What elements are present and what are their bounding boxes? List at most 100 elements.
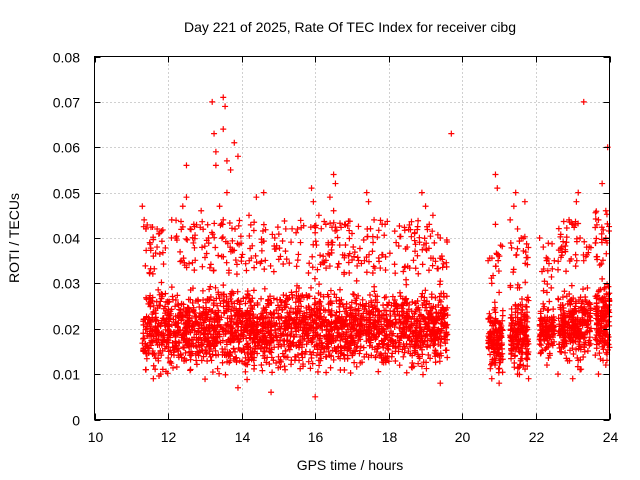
data-point: [233, 261, 240, 268]
data-point: [491, 299, 498, 306]
data-point: [411, 237, 418, 244]
data-point: [234, 298, 241, 305]
data-point: [347, 369, 354, 376]
data-point: [306, 260, 313, 267]
data-point: [355, 292, 362, 299]
data-point: [186, 348, 193, 355]
data-point: [392, 357, 399, 364]
x-tick-label: 12: [161, 429, 177, 445]
data-point: [258, 295, 265, 302]
data-point: [150, 236, 157, 243]
data-point: [222, 371, 229, 378]
data-point: [232, 257, 239, 264]
data-point: [251, 219, 258, 226]
data-point: [157, 323, 164, 330]
data-point: [339, 301, 346, 308]
data-point: [247, 221, 254, 228]
data-point: [315, 290, 322, 297]
data-point: [242, 260, 249, 267]
data-point: [224, 327, 231, 334]
data-point: [370, 308, 377, 315]
data-point: [314, 368, 321, 375]
data-point: [195, 335, 202, 342]
data-point: [377, 265, 384, 272]
data-point: [353, 277, 360, 284]
data-point: [310, 198, 317, 205]
data-point: [406, 301, 413, 308]
data-point: [396, 222, 403, 229]
data-point: [290, 339, 297, 346]
data-point: [232, 226, 239, 233]
data-point: [239, 320, 246, 327]
data-point: [190, 322, 197, 329]
data-point: [320, 253, 327, 260]
data-point: [203, 306, 210, 313]
data-point: [267, 262, 274, 269]
data-point: [289, 225, 296, 232]
data-point: [279, 237, 286, 244]
data-point: [392, 270, 399, 277]
data-point: [330, 356, 337, 363]
data-point: [170, 364, 177, 371]
data-point: [282, 248, 289, 255]
data-point: [261, 285, 268, 292]
data-point: [352, 348, 359, 355]
data-point: [206, 264, 213, 271]
data-point: [551, 257, 558, 264]
data-point: [595, 371, 602, 378]
data-point: [236, 357, 243, 364]
y-tick-label: 0.05: [53, 186, 80, 202]
data-point: [316, 362, 323, 369]
data-point: [203, 250, 210, 257]
data-point: [231, 348, 238, 355]
data-point: [193, 361, 200, 368]
data-point: [370, 239, 377, 246]
data-point: [149, 347, 156, 354]
grid: [94, 56, 610, 420]
data-point: [440, 260, 447, 267]
data-point: [314, 266, 321, 273]
data-point: [356, 350, 363, 357]
data-point: [279, 307, 286, 314]
data-point: [173, 363, 180, 370]
data-point: [377, 217, 384, 224]
data-point: [143, 355, 150, 362]
data-point: [371, 216, 378, 223]
data-point: [153, 317, 160, 324]
data-point: [418, 293, 425, 300]
data-point: [152, 307, 159, 314]
data-point: [212, 148, 219, 155]
data-point: [258, 258, 265, 265]
data-point: [242, 313, 249, 320]
data-point: [331, 324, 338, 331]
data-point: [423, 365, 430, 372]
data-point: [177, 258, 184, 265]
data-point: [359, 296, 366, 303]
data-point: [328, 246, 335, 253]
data-point: [308, 185, 315, 192]
data-point: [418, 189, 425, 196]
data-point: [200, 353, 207, 360]
data-point: [253, 259, 260, 266]
data-point: [418, 363, 425, 370]
data-point: [268, 346, 275, 353]
data-point: [211, 220, 218, 227]
data-point: [334, 234, 341, 241]
data-point: [207, 261, 214, 268]
data-point: [150, 375, 157, 382]
data-point: [382, 350, 389, 357]
data-point: [156, 250, 163, 257]
data-point: [514, 245, 521, 252]
data-point: [369, 248, 376, 255]
data-point: [339, 326, 346, 333]
data-point: [442, 347, 449, 354]
data-point: [159, 226, 166, 233]
data-point: [310, 349, 317, 356]
data-point: [351, 359, 358, 366]
data-point: [421, 235, 428, 242]
data-point: [234, 384, 241, 391]
data-point: [421, 294, 428, 301]
data-point: [594, 253, 601, 260]
data-point: [192, 232, 199, 239]
data-point: [577, 235, 584, 241]
